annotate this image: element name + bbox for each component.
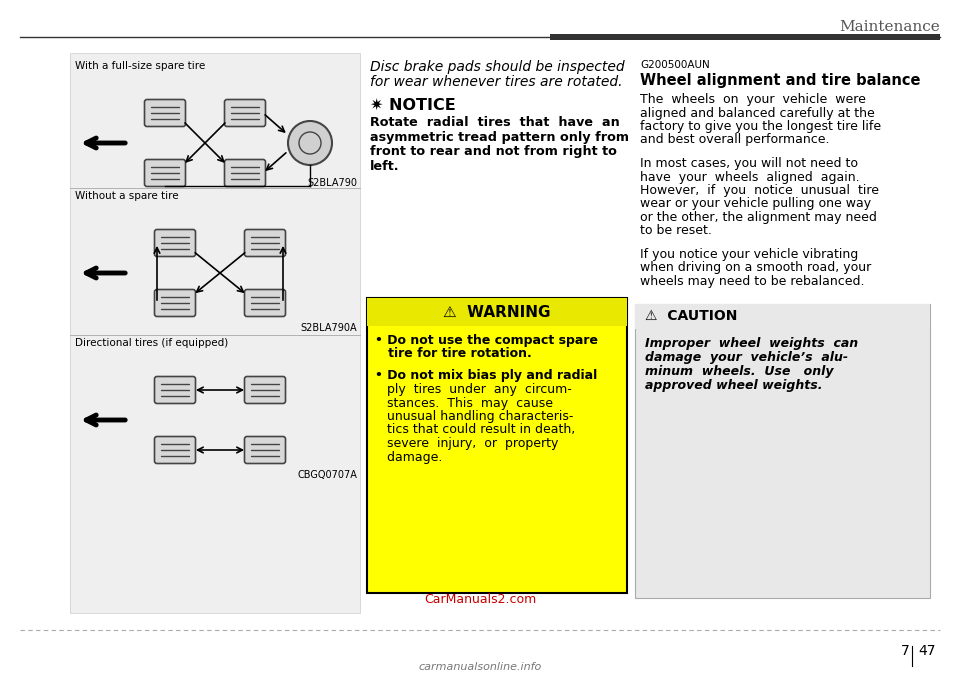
Text: S2BLA790: S2BLA790 xyxy=(307,178,357,188)
Text: CarManuals2.com: CarManuals2.com xyxy=(424,593,536,606)
Text: If you notice your vehicle vibrating: If you notice your vehicle vibrating xyxy=(640,248,858,261)
Text: to be reset.: to be reset. xyxy=(640,224,712,237)
Text: In most cases, you will not need to: In most cases, you will not need to xyxy=(640,157,858,170)
Text: However,  if  you  notice  unusual  tire: However, if you notice unusual tire xyxy=(640,184,879,197)
Circle shape xyxy=(288,121,332,165)
Text: Improper  wheel  weights  can: Improper wheel weights can xyxy=(645,336,858,350)
Text: CBGQ0707A: CBGQ0707A xyxy=(298,470,357,480)
Text: ⚠  WARNING: ⚠ WARNING xyxy=(444,305,551,319)
Text: G200500AUN: G200500AUN xyxy=(640,60,709,70)
Text: The  wheels  on  your  vehicle  were: The wheels on your vehicle were xyxy=(640,93,866,106)
Text: damage  your  vehicle’s  alu-: damage your vehicle’s alu- xyxy=(645,350,848,363)
Text: damage.: damage. xyxy=(375,451,443,464)
Text: Without a spare tire: Without a spare tire xyxy=(75,191,179,201)
Text: ✷ NOTICE: ✷ NOTICE xyxy=(370,98,456,113)
Bar xyxy=(70,53,360,613)
Text: left.: left. xyxy=(370,160,399,173)
Bar xyxy=(367,298,627,593)
Text: • Do not mix bias ply and radial: • Do not mix bias ply and radial xyxy=(375,369,597,382)
Text: Disc brake pads should be inspected: Disc brake pads should be inspected xyxy=(370,60,625,74)
Text: 47: 47 xyxy=(919,644,936,658)
FancyBboxPatch shape xyxy=(145,160,185,186)
FancyBboxPatch shape xyxy=(225,100,266,127)
FancyBboxPatch shape xyxy=(155,376,196,403)
Text: and best overall performance.: and best overall performance. xyxy=(640,133,829,147)
FancyBboxPatch shape xyxy=(245,376,285,403)
Text: Rotate  radial  tires  that  have  an: Rotate radial tires that have an xyxy=(370,116,620,129)
Text: asymmetric tread pattern only from: asymmetric tread pattern only from xyxy=(370,131,629,144)
Bar xyxy=(550,34,940,40)
Text: for wear whenever tires are rotated.: for wear whenever tires are rotated. xyxy=(370,75,622,89)
FancyBboxPatch shape xyxy=(155,230,196,257)
Bar xyxy=(367,298,627,326)
FancyBboxPatch shape xyxy=(245,290,285,316)
Text: tire for tire rotation.: tire for tire rotation. xyxy=(375,347,532,360)
FancyBboxPatch shape xyxy=(225,160,266,186)
Text: factory to give you the longest tire life: factory to give you the longest tire lif… xyxy=(640,120,881,133)
Text: carmanualsonline.info: carmanualsonline.info xyxy=(419,662,541,672)
Text: S2BLA790A: S2BLA790A xyxy=(300,323,357,333)
FancyBboxPatch shape xyxy=(145,100,185,127)
Text: tics that could result in death,: tics that could result in death, xyxy=(375,424,575,436)
Text: ⚠  CAUTION: ⚠ CAUTION xyxy=(645,309,737,323)
Text: With a full-size spare tire: With a full-size spare tire xyxy=(75,61,205,71)
FancyBboxPatch shape xyxy=(245,436,285,464)
Text: unusual handling characteris-: unusual handling characteris- xyxy=(375,410,573,423)
Text: wear or your vehicle pulling one way: wear or your vehicle pulling one way xyxy=(640,197,871,211)
Text: minum  wheels.  Use   only: minum wheels. Use only xyxy=(645,365,833,378)
Text: approved wheel weights.: approved wheel weights. xyxy=(645,378,823,391)
Text: severe  injury,  or  property: severe injury, or property xyxy=(375,437,559,450)
Text: Wheel alignment and tire balance: Wheel alignment and tire balance xyxy=(640,73,921,88)
FancyBboxPatch shape xyxy=(155,290,196,316)
Text: • Do not use the compact spare: • Do not use the compact spare xyxy=(375,334,598,347)
Text: 7: 7 xyxy=(901,644,910,658)
Text: Maintenance: Maintenance xyxy=(839,20,940,34)
Text: front to rear and not from right to: front to rear and not from right to xyxy=(370,145,617,158)
Text: ply  tires  under  any  circum-: ply tires under any circum- xyxy=(375,383,572,396)
Text: when driving on a smooth road, your: when driving on a smooth road, your xyxy=(640,261,872,275)
FancyBboxPatch shape xyxy=(245,230,285,257)
Text: stances.  This  may  cause: stances. This may cause xyxy=(375,396,553,409)
Text: have  your  wheels  aligned  again.: have your wheels aligned again. xyxy=(640,171,859,184)
Text: or the other, the alignment may need: or the other, the alignment may need xyxy=(640,211,876,224)
Text: Directional tires (if equipped): Directional tires (if equipped) xyxy=(75,338,228,348)
FancyBboxPatch shape xyxy=(155,436,196,464)
Bar xyxy=(635,303,930,328)
Text: aligned and balanced carefully at the: aligned and balanced carefully at the xyxy=(640,107,875,120)
Bar xyxy=(635,303,930,598)
Text: wheels may need to be rebalanced.: wheels may need to be rebalanced. xyxy=(640,275,865,288)
